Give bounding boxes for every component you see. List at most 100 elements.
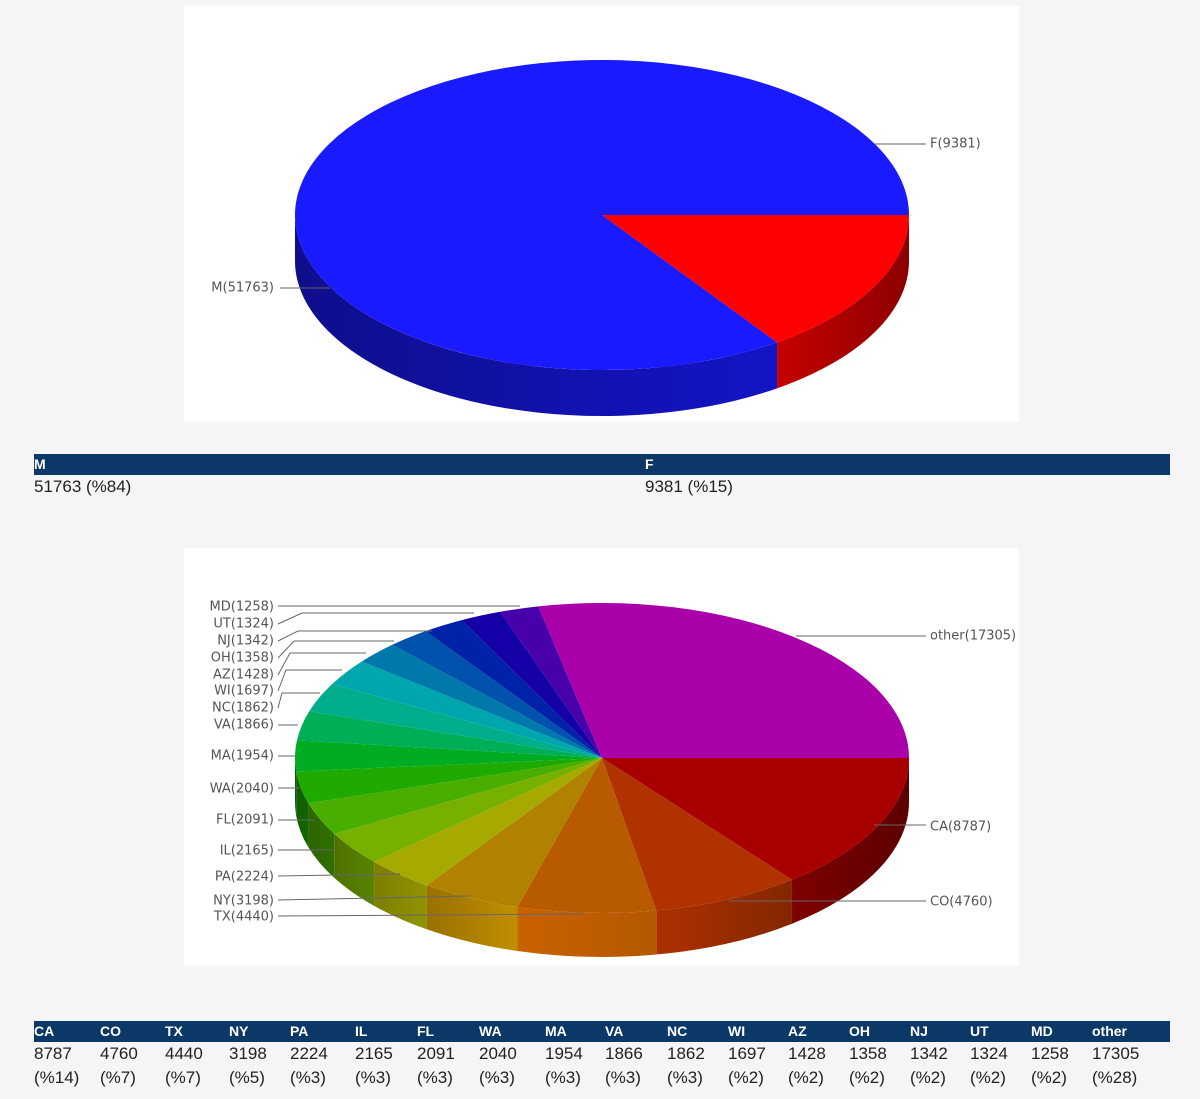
state-percent: (%2) <box>910 1068 946 1087</box>
state-header-nj: NJ <box>910 1023 928 1039</box>
state-count: 2091 <box>417 1044 455 1063</box>
pie-side-ma <box>295 758 297 816</box>
slice-label-nc: NC(1862) <box>212 701 274 716</box>
leader-line-ut <box>277 612 474 625</box>
state-count: 4440 <box>165 1044 203 1063</box>
slice-label-wa: WA(2040) <box>210 782 274 797</box>
state-pie-chart-panel: CA(8787) CO(4760) TX(4440) NY(3198) PA(2224)… <box>184 548 1019 966</box>
gender-pie-chart: M(51763) F(9381) <box>211 59 981 416</box>
pie-slice-other <box>538 603 909 758</box>
pie-slice-wi <box>332 661 602 758</box>
state-value-co: 4760 (%7) <box>100 1042 138 1090</box>
state-header-md: MD <box>1031 1023 1053 1039</box>
state-count: 1324 <box>970 1044 1008 1063</box>
state-header-pa: PA <box>290 1023 309 1039</box>
state-header-fl: FL <box>417 1023 435 1039</box>
state-percent: (%2) <box>849 1068 885 1087</box>
pie-side-wa <box>296 771 309 848</box>
leader-line-nj <box>277 630 432 642</box>
gender-header-f: F <box>645 456 654 472</box>
leader-line-tx <box>277 913 585 917</box>
slice-label-az: AZ(1428) <box>213 668 274 683</box>
gender-value-m: 51763 (%84) <box>34 477 132 496</box>
state-header-oh: OH <box>849 1023 870 1039</box>
slice-label-il: IL(2165) <box>220 844 274 859</box>
state-percent: (%3) <box>545 1068 581 1087</box>
state-header-other: other <box>1092 1023 1127 1039</box>
pie-slice-ca <box>602 758 909 880</box>
state-count: 1358 <box>849 1044 887 1063</box>
state-percent: (%5) <box>229 1068 265 1087</box>
state-value-wa: 2040 (%3) <box>479 1042 517 1090</box>
state-value-va: 1866 (%3) <box>605 1042 643 1090</box>
slice-label-co: CO(4760) <box>930 895 993 910</box>
state-count: 2165 <box>355 1044 393 1063</box>
state-header-ma: MA <box>545 1023 567 1039</box>
state-percent: (%2) <box>788 1068 824 1087</box>
state-percent: (%2) <box>728 1068 764 1087</box>
slice-label-ma: MA(1954) <box>211 749 274 764</box>
pie-side-ny <box>426 885 518 952</box>
state-percent: (%7) <box>100 1068 136 1087</box>
state-count: 1342 <box>910 1044 948 1063</box>
leader-line-wi <box>277 669 342 692</box>
pie-side-pa <box>374 861 427 930</box>
gender-table-header: M F <box>34 454 1170 475</box>
state-header-co: CO <box>100 1023 121 1039</box>
state-count: 1697 <box>728 1044 766 1063</box>
state-value-oh: 1358 (%2) <box>849 1042 887 1090</box>
state-value-il: 2165 (%3) <box>355 1042 393 1090</box>
state-value-other: 17305 (%28) <box>1092 1042 1139 1090</box>
pie-slice-il <box>334 758 602 862</box>
pie-slice-nj <box>425 620 602 758</box>
slice-label-va: VA(1866) <box>214 718 274 733</box>
state-percent: (%28) <box>1092 1068 1138 1087</box>
pie-slice-ut <box>461 611 602 758</box>
slice-label-other: other(17305) <box>930 629 1016 644</box>
pie-slice-tx <box>517 758 657 913</box>
state-count: 2040 <box>479 1044 517 1063</box>
slice-label-wi: WI(1697) <box>214 684 274 699</box>
state-count: 8787 <box>34 1044 72 1063</box>
pie-slice-va <box>296 711 602 758</box>
state-header-nc: NC <box>667 1023 688 1039</box>
slice-label-m: M(51763) <box>211 281 274 296</box>
pie-slice-md <box>500 606 602 758</box>
pie-slice-wa <box>296 758 602 804</box>
pie-slice-co <box>602 758 792 911</box>
state-header-va: VA <box>605 1023 624 1039</box>
state-value-fl: 2091 (%3) <box>417 1042 455 1090</box>
state-pie-chart: CA(8787) CO(4760) TX(4440)NY(3198) PA(2224)… <box>210 600 1016 957</box>
state-value-tx: 4440 (%7) <box>165 1042 203 1090</box>
state-count: 17305 <box>1092 1044 1140 1063</box>
state-value-md: 1258 (%2) <box>1031 1042 1069 1090</box>
slice-label-ny: NY(3198) <box>213 894 274 909</box>
state-header-wi: WI <box>728 1023 746 1039</box>
slice-label-tx: TX(4440) <box>213 910 274 925</box>
state-count: 1428 <box>788 1044 826 1063</box>
state-header-ca: CA <box>34 1023 55 1039</box>
pie-side-f <box>777 215 909 389</box>
pie-slice-oh <box>392 631 602 758</box>
state-percent: (%7) <box>165 1068 201 1087</box>
slice-label-f: F(9381) <box>930 137 981 152</box>
state-stats-table: CA CO TX NY PA IL FL WA MA VA NC WI AZ OH NJ UT MD other … <box>34 1021 1170 1092</box>
pie-side-il <box>334 833 375 906</box>
state-percent: (%3) <box>479 1068 515 1087</box>
state-value-ma: 1954 (%3) <box>545 1042 583 1090</box>
leader-line-ny <box>277 895 471 901</box>
state-percent: (%3) <box>290 1068 326 1087</box>
state-header-ny: NY <box>229 1023 249 1039</box>
state-value-ut: 1324 (%2) <box>970 1042 1008 1090</box>
pie-side-m <box>295 215 778 416</box>
leader-line-az <box>277 652 366 676</box>
gender-header-m: M <box>34 456 46 472</box>
slice-label-md: MD(1258) <box>210 600 274 615</box>
state-value-ny: 3198 (%5) <box>229 1042 267 1090</box>
state-header-az: AZ <box>788 1023 807 1039</box>
state-value-az: 1428 (%2) <box>788 1042 826 1090</box>
state-percent: (%3) <box>605 1068 641 1087</box>
state-value-wi: 1697 (%2) <box>728 1042 766 1090</box>
slice-label-ca: CA(8787) <box>930 820 991 835</box>
state-count: 1258 <box>1031 1044 1069 1063</box>
